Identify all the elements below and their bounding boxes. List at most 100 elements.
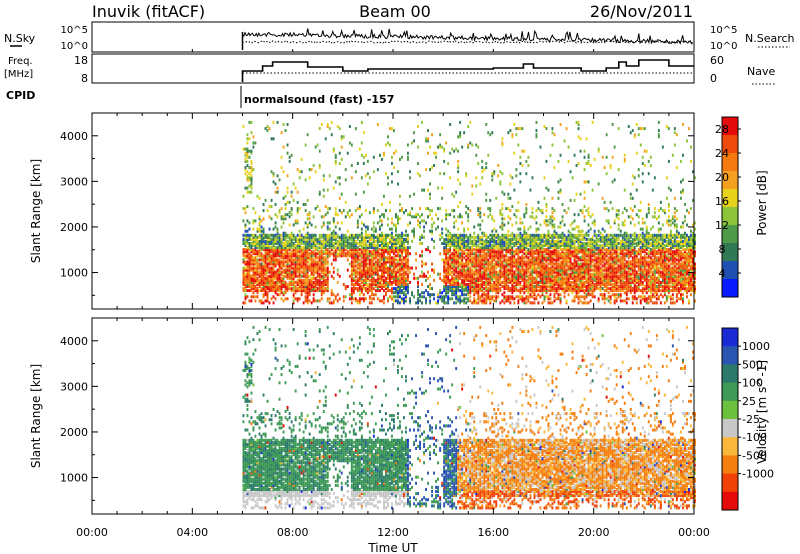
heatmap-cell [509, 262, 512, 266]
heatmap-cell [254, 252, 257, 256]
heatmap-cell [346, 258, 349, 262]
heatmap-cell [529, 285, 532, 288]
heatmap-cell [487, 131, 490, 135]
heatmap-cell [481, 219, 484, 223]
heatmap-cell [314, 225, 317, 229]
heatmap-cell [370, 291, 373, 295]
heatmap-cell [332, 299, 335, 303]
heatmap-cell [457, 215, 460, 219]
heatmap-cell [529, 274, 532, 278]
heatmap-cell [376, 258, 379, 262]
heatmap-cell [405, 248, 407, 252]
heatmap-cell [465, 174, 468, 178]
heatmap-cell [545, 258, 548, 262]
heatmap-cell [376, 235, 379, 239]
heatmap-cell [549, 246, 552, 250]
heatmap-cell [389, 252, 391, 256]
heatmap-cell [495, 289, 498, 293]
heatmap-cell [521, 256, 524, 260]
heatmap-cell [282, 262, 285, 266]
heatmap-cell [403, 291, 405, 295]
heatmap-cell [515, 287, 518, 291]
heatmap-cell [262, 266, 265, 270]
heatmap-cell [350, 256, 353, 260]
heatmap-cell [463, 227, 466, 231]
heatmap-cell [368, 285, 371, 288]
heatmap-cell [471, 283, 474, 286]
heatmap-cell [497, 235, 500, 239]
heatmap-cell [405, 237, 407, 241]
heatmap-cell [318, 190, 321, 194]
heatmap-cell [270, 250, 273, 254]
heatmap-cell [280, 215, 283, 219]
heatmap-cell [565, 278, 568, 282]
heatmap-cell [467, 266, 470, 270]
heatmap-cell [519, 262, 522, 266]
heatmap-cell [397, 289, 399, 293]
heatmap-cell [477, 276, 480, 280]
heatmap-cell [485, 242, 488, 245]
heatmap-cell [362, 244, 365, 247]
heatmap-cell [370, 260, 373, 264]
heatmap-cell [344, 244, 347, 247]
heatmap-cell [284, 213, 287, 217]
heatmap-cell [487, 260, 490, 264]
heatmap-cell [561, 266, 564, 270]
heatmap-cell [579, 250, 582, 254]
heatmap-cell [475, 299, 478, 303]
heatmap-cell [487, 297, 490, 301]
heatmap-cell [316, 299, 319, 303]
heatmap-cell [372, 225, 375, 229]
heatmap-cell [465, 278, 468, 282]
heatmap-cell [461, 252, 464, 256]
heatmap-cell [272, 172, 275, 176]
heatmap-cell [449, 268, 452, 272]
heatmap-cell [543, 272, 546, 276]
heatmap-cell [366, 172, 369, 176]
heatmap-cell [385, 266, 387, 270]
heatmap-cell [368, 176, 371, 180]
heatmap-cell [533, 285, 536, 288]
heatmap-cell [352, 287, 355, 291]
heatmap-cell [471, 268, 474, 272]
heatmap-cell [539, 280, 542, 284]
heatmap-cell [457, 274, 460, 278]
heatmap-cell [573, 289, 576, 293]
heatmap-cell [300, 260, 303, 264]
heatmap-cell [571, 274, 574, 278]
heatmap-cell [519, 297, 522, 301]
heatmap-cell [517, 301, 520, 305]
heatmap-cell [312, 237, 315, 241]
heatmap-cell [284, 233, 287, 237]
heatmap-cell [453, 280, 456, 284]
heatmap-cell [555, 297, 558, 301]
heatmap-cell [525, 264, 528, 268]
heatmap-cell [258, 266, 261, 270]
heatmap-cell [503, 295, 506, 299]
heatmap-cell [405, 289, 407, 293]
heatmap-cell [445, 293, 448, 297]
heatmap-cell [573, 270, 576, 274]
heatmap-cell [296, 252, 299, 256]
heatmap-cell [268, 289, 271, 293]
heatmap-cell [368, 295, 371, 299]
heatmap-cell [571, 285, 574, 288]
heatmap-cell [555, 239, 558, 243]
heatmap-cell [366, 283, 369, 286]
heatmap-cell [254, 141, 257, 145]
heatmap-cell [248, 252, 251, 256]
heatmap-cell [469, 287, 472, 291]
heatmap-cell [274, 252, 277, 256]
heatmap-cell [427, 248, 429, 252]
heatmap-cell [282, 123, 285, 126]
heatmap-cell [348, 252, 351, 256]
heatmap-cell [579, 272, 582, 276]
heatmap-cell [419, 293, 421, 297]
heatmap-cell [270, 272, 273, 276]
heatmap-cell [389, 283, 391, 286]
heatmap-cell [254, 233, 257, 237]
heatmap-cell [521, 260, 524, 264]
heatmap-cell [356, 237, 359, 241]
heatmap-cell [465, 235, 468, 239]
heatmap-cell [284, 237, 287, 241]
